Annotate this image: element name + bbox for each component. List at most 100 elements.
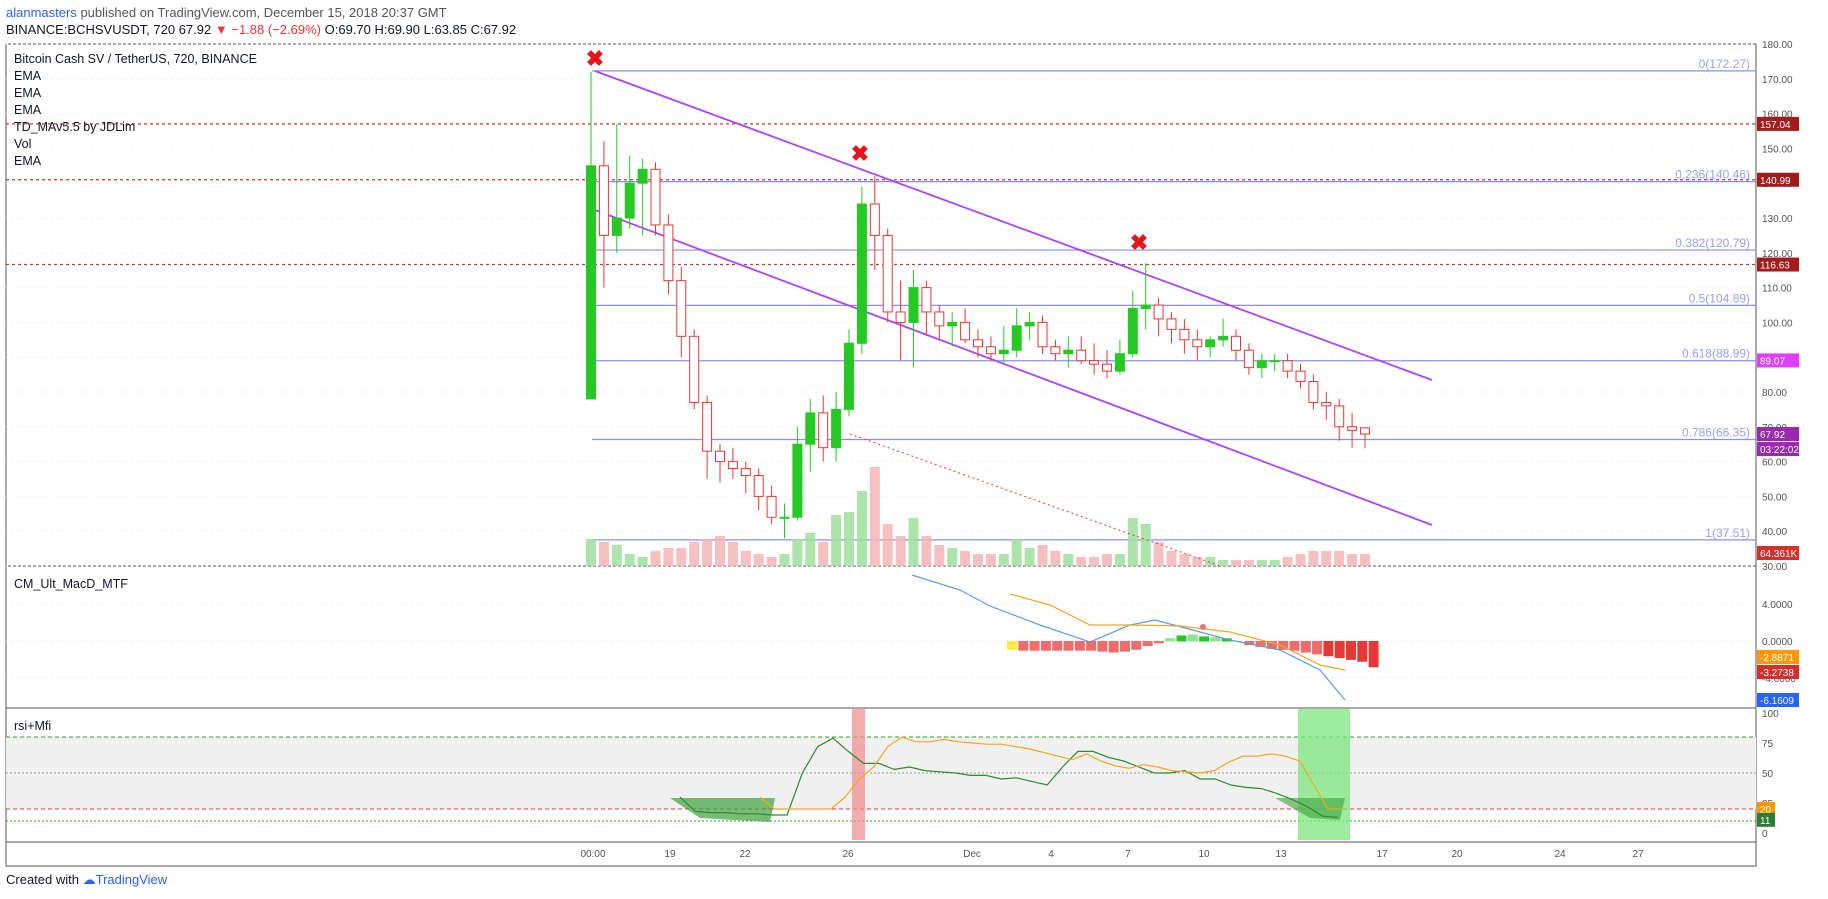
candle-body [779, 516, 790, 519]
volume-bar [844, 512, 854, 566]
legend-ema-2[interactable]: EMA [14, 86, 42, 100]
volume-bar [1050, 551, 1061, 566]
candle-body [998, 349, 1009, 355]
candle-body [1076, 349, 1087, 362]
legend-td-ma[interactable]: TD_MAv5.5 by JDLim [14, 120, 135, 134]
macd-hist-bar [1040, 641, 1051, 651]
volume-bar [624, 554, 635, 566]
candle-body [1218, 335, 1229, 341]
legend-ema-1[interactable]: EMA [14, 69, 42, 83]
fib-level-label: 0.786(66.35) [1682, 426, 1750, 440]
candle-body [831, 408, 842, 449]
rsi-tick-label: 100 [1762, 709, 1779, 720]
candle-body [1102, 363, 1112, 372]
candle-body [1050, 346, 1061, 355]
price-tick-label: 130.00 [1762, 214, 1793, 225]
volume-badge-label: 64.361K [1760, 549, 1798, 560]
volume-bar [947, 548, 958, 566]
time-tick-label: 13 [1275, 849, 1287, 860]
volume-bar [1011, 539, 1022, 566]
price-badge-label: 157.04 [1760, 120, 1791, 131]
volume-bar [856, 491, 867, 566]
volume-bar [1321, 551, 1332, 566]
macd-hist-bar [1199, 636, 1210, 642]
chart-legend: Bitcoin Cash SV / TetherUS, 720, BINANCE… [14, 52, 257, 733]
candle-body [1243, 349, 1254, 369]
volume-bar [908, 518, 919, 566]
candle-body [921, 287, 932, 313]
candle-body [1321, 401, 1332, 407]
legend-ema-4[interactable]: EMA [14, 154, 42, 168]
macd-tick-label: 4.0000 [1762, 600, 1793, 611]
volume-bar [1243, 560, 1254, 566]
macd-hist-bar [1255, 641, 1266, 648]
candle-body [715, 450, 725, 463]
candlesticks [586, 71, 1370, 539]
tradingview-link[interactable]: TradingView [95, 872, 168, 887]
candle-body [1114, 353, 1125, 372]
footer: Created with ☁TradingView [6, 872, 167, 888]
macd-badge-label: -2.8871 [1760, 653, 1794, 664]
rsi-tick-label: 75 [1762, 739, 1774, 750]
macd-hist-bar [1176, 635, 1187, 642]
candle-body [1153, 304, 1164, 320]
price-tick-label: 160.00 [1762, 110, 1793, 121]
axes: 180.00170.00160.00150.00140.00130.00120.… [580, 40, 1799, 860]
publish-line: alanmasters published on TradingView.com… [6, 4, 516, 21]
volume-bar [818, 542, 829, 566]
price-tick-label: 150.00 [1762, 144, 1793, 155]
time-tick-label: 10 [1198, 849, 1210, 860]
candle-body [895, 311, 906, 323]
macd-hist-bar [1187, 634, 1198, 642]
price-badge [1757, 427, 1799, 442]
volume-bar [753, 554, 764, 566]
candle-body [1166, 318, 1177, 330]
x-marker-icon: ✖ [1130, 230, 1148, 255]
author-link[interactable]: alanmasters [6, 5, 77, 20]
candle-body [586, 165, 596, 400]
macd-badge-label: -3.2738 [1760, 668, 1794, 679]
rsi-pane-title[interactable]: rsi+Mfi [14, 719, 51, 733]
candle-body [663, 224, 674, 282]
macd-pane-title[interactable]: CM_Ult_MacD_MTF [14, 577, 128, 591]
macd-badge [1757, 650, 1799, 664]
macd-tick-label: -4.0000 [1762, 674, 1796, 685]
channel-line [594, 209, 1433, 526]
last-price: 67.92 [178, 22, 212, 37]
legend-ema-3[interactable]: EMA [14, 103, 42, 117]
volume-bar [766, 557, 777, 566]
legend-vol[interactable]: Vol [14, 137, 31, 151]
candle-body [1282, 360, 1293, 372]
fib-level-label: 1(37.51) [1705, 526, 1750, 540]
volume-bar [650, 551, 661, 566]
volume-bar [960, 551, 971, 566]
macd-tick-label: 0.0000 [1762, 637, 1793, 648]
fib-level-label: 0.618(88.99) [1682, 347, 1750, 361]
rsi-badge [1757, 802, 1775, 816]
time-tick-label: 7 [1125, 849, 1131, 860]
macd-hist-bar [1300, 641, 1311, 653]
volume-bar [1076, 557, 1087, 566]
volume-bar [895, 536, 906, 566]
ohlc-values: O:69.70 H:69.90 L:63.85 C:67.92 [324, 22, 517, 37]
fib-level-label: 0.382(120.79) [1675, 236, 1750, 250]
volume-bar [921, 536, 932, 566]
macd-hist-bar [1153, 641, 1164, 644]
candle-body [1179, 328, 1190, 341]
macd-badge-label: -6.1609 [1760, 696, 1794, 707]
rsi-overbought-highlight [852, 709, 865, 840]
rsi-tick-label: 0 [1762, 829, 1768, 840]
fib-retracement: 0(172.27) 0.236(140.46) 0.382(120.79) 0.5(1… [592, 57, 1756, 541]
macd-hist-bar [1334, 641, 1345, 659]
volume-bar [676, 548, 687, 566]
time-tick-label: 27 [1632, 849, 1644, 860]
volume-bar [882, 524, 893, 566]
volume-bar [1037, 545, 1048, 566]
candle-body [727, 461, 738, 470]
candle-body [856, 203, 867, 344]
rsi-badge [1757, 812, 1775, 827]
macd-hist-bar [1108, 641, 1119, 653]
macd-hist-bar [1346, 641, 1356, 660]
chart-header: alanmasters published on TradingView.com… [6, 4, 516, 38]
